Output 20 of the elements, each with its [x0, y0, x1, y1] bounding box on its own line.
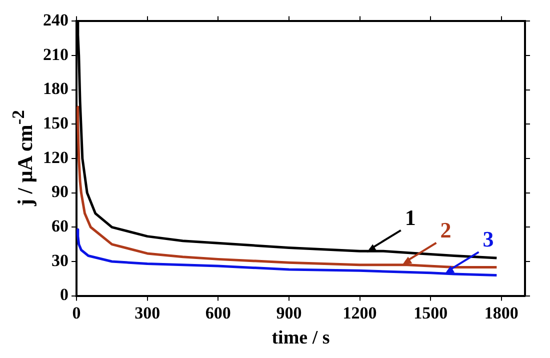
y-tick-label: 240 — [43, 10, 68, 30]
y-tick-label: 0 — [60, 285, 68, 304]
x-tick-label: 1800 — [484, 303, 518, 322]
x-tick-label: 600 — [205, 303, 231, 322]
y-tick-label: 120 — [43, 148, 68, 167]
x-axis-title: time / s — [272, 328, 330, 349]
y-tick-label: 90 — [52, 182, 68, 202]
annotation: 2 — [440, 218, 452, 243]
x-tick-label: 900 — [276, 303, 302, 322]
y-tick-label: 30 — [52, 250, 68, 270]
x-tick-label: 0 — [72, 303, 81, 322]
annotation: 1 — [404, 205, 416, 230]
x-tick-label: 1500 — [414, 303, 448, 322]
y-tick-label: 60 — [52, 216, 68, 236]
y-tick-label: 150 — [43, 114, 68, 133]
y-tick-label: 180 — [43, 79, 68, 98]
annotation: 3 — [482, 226, 494, 252]
x-tick-label: 300 — [134, 303, 160, 322]
y-tick-label: 210 — [43, 44, 68, 64]
x-tick-label: 1200 — [342, 303, 377, 322]
